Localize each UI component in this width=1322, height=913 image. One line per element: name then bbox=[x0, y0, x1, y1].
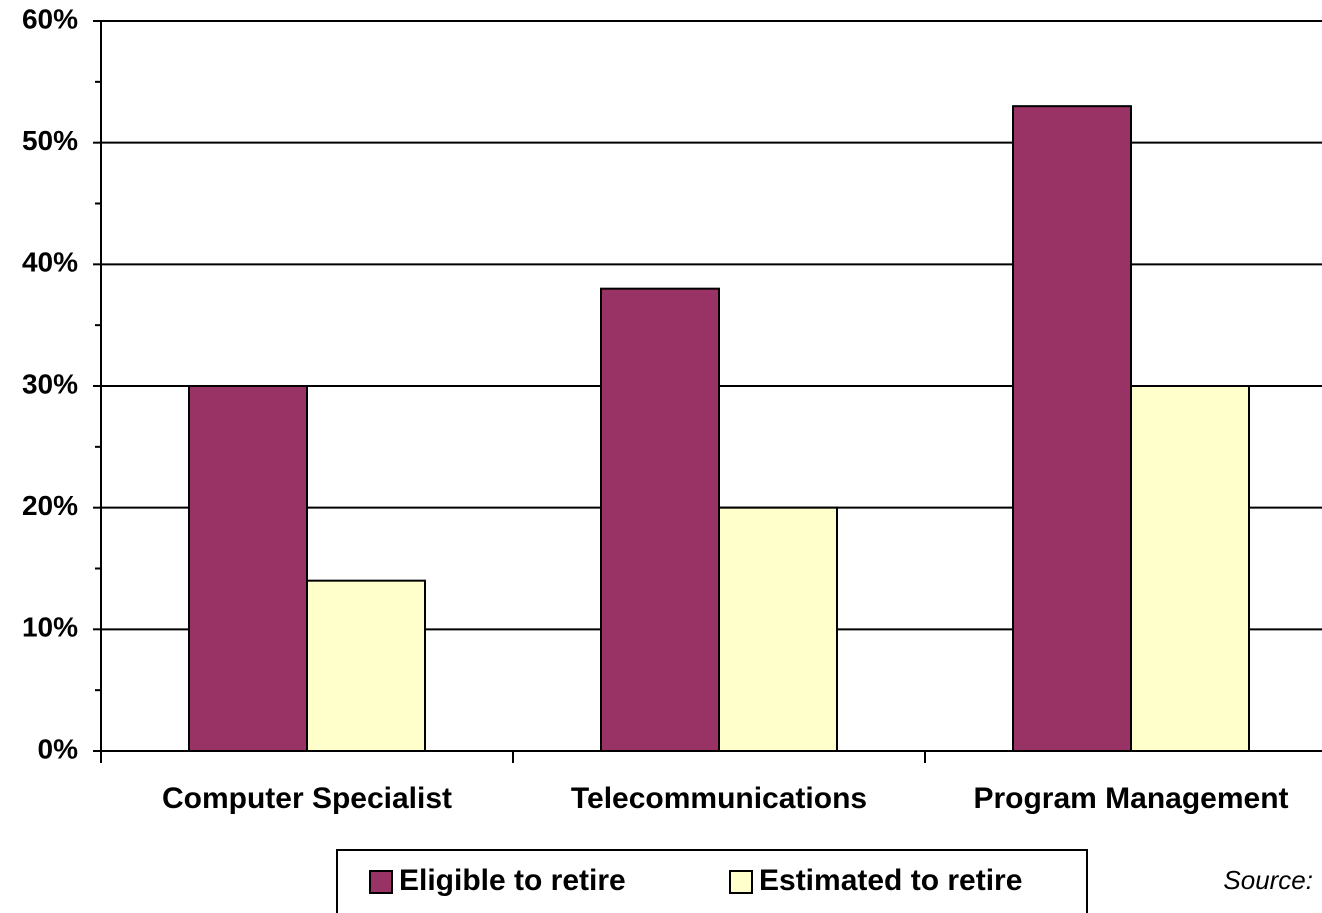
x-tick-label: Computer Specialist bbox=[162, 782, 452, 815]
y-tick-label: 20% bbox=[22, 490, 78, 521]
y-tick-label: 0% bbox=[38, 733, 79, 764]
bar bbox=[718, 506, 838, 752]
y-tick-label: 10% bbox=[22, 612, 78, 643]
x-tick-label: Program Management bbox=[973, 782, 1288, 815]
y-tick-label: 50% bbox=[22, 125, 78, 156]
legend-swatch bbox=[369, 870, 393, 894]
bar bbox=[1130, 385, 1250, 752]
bar bbox=[600, 287, 720, 752]
y-tick-label: 30% bbox=[22, 368, 78, 399]
legend-box bbox=[336, 849, 1088, 913]
bar bbox=[1012, 105, 1132, 752]
legend-label: Eligible to retire bbox=[399, 864, 626, 897]
bar bbox=[306, 579, 426, 753]
bar bbox=[188, 385, 308, 752]
legend-label: Estimated to retire bbox=[759, 864, 1022, 897]
source-note: Source: bbox=[1223, 865, 1313, 895]
x-tick-label: Telecommunications bbox=[571, 782, 867, 815]
legend-swatch bbox=[729, 870, 753, 894]
y-tick-label: 60% bbox=[22, 3, 78, 34]
y-tick-label: 40% bbox=[22, 247, 78, 278]
